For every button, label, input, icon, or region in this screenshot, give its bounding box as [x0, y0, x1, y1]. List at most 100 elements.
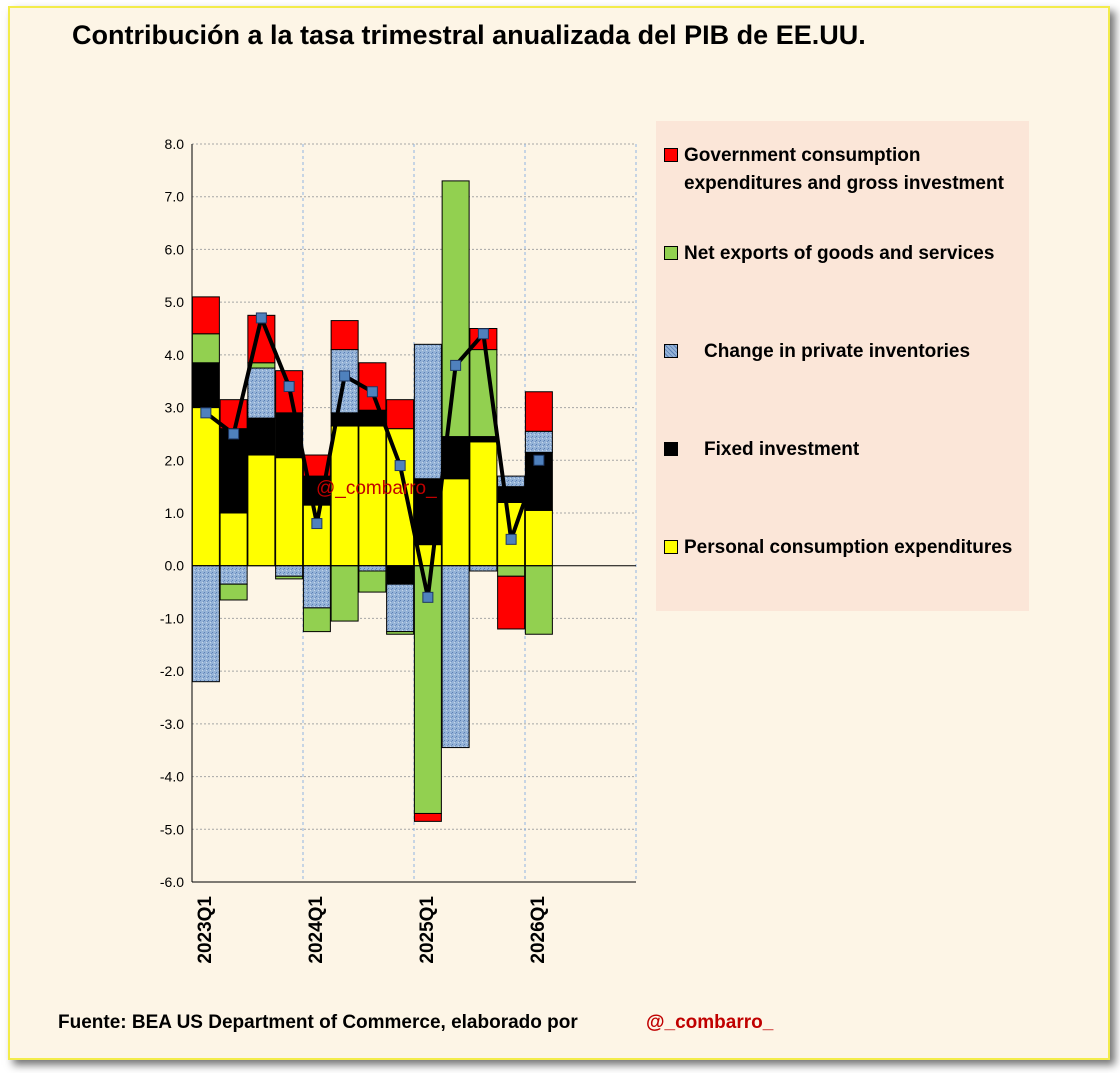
bar-segment-net-exports: [358, 570, 387, 593]
legend-item-fixed-investment: Fixed investment: [664, 436, 859, 464]
bar-segment-inventories: [524, 430, 553, 453]
bar-segment-net-exports: [302, 607, 331, 633]
bar-segment-fixed-investment: [469, 436, 498, 443]
bar-segment-inventories: [413, 343, 442, 480]
bar-segment-fixed-investment: [247, 417, 276, 456]
y-tick-label: -1.0: [160, 610, 184, 626]
y-tick-label: -5.0: [160, 821, 184, 837]
bar-segment-inventories: [386, 583, 415, 633]
x-tick-label: 2023Q1: [195, 896, 216, 964]
bar-segment-fixed-investment: [219, 428, 248, 514]
y-tick-label: 6.0: [165, 241, 185, 257]
legend-label-personal-consumption: Personal consumption expenditures: [684, 537, 1013, 558]
axis-layer: 8.0 7.0 6.0 5.0 4.0 3.0 2.0 1.0 0.0 -1.0 -2.0 -3.0 -…: [160, 136, 636, 964]
y-tick-label: -2.0: [160, 663, 184, 679]
bar-segment-net-exports: [191, 333, 220, 364]
chart-title: Contribución a la tasa trimestral anuali…: [72, 20, 866, 50]
bar-segment-government: [524, 391, 553, 432]
bar-segment-inventories: [191, 565, 220, 683]
legend-swatch-net-exports: [664, 246, 678, 260]
x-tick-label: 2026Q1: [528, 896, 549, 964]
legend-label-fixed-investment: Fixed investment: [704, 439, 860, 460]
legend-item-personal-consumption: Personal consumption expenditures: [664, 534, 1012, 562]
x-tick-label: 2024Q1: [306, 896, 327, 964]
bar-segment-inventories: [275, 565, 304, 577]
bar-segment-inventories: [302, 565, 331, 609]
gdp-marker: [255, 312, 267, 324]
y-tick-label: 8.0: [165, 136, 185, 152]
y-tick-label: -3.0: [160, 716, 184, 732]
legend-item-government: Government consumption expenditures and …: [664, 142, 1004, 198]
bar-segment-personal-consumption: [191, 407, 220, 567]
y-tick-label: 7.0: [165, 189, 185, 205]
gdp-marker: [339, 370, 351, 382]
legend-swatch-inventories: [664, 344, 678, 358]
bar-segment-personal-consumption: [330, 425, 359, 567]
legend-swatch-personal-consumption: [664, 540, 678, 554]
gdp-marker: [366, 386, 378, 398]
bar-segment-net-exports: [386, 631, 415, 635]
y-tick-label: 4.0: [165, 347, 185, 363]
bar-segment-personal-consumption: [441, 478, 470, 567]
bar-segment-fixed-investment: [497, 486, 526, 503]
bar-segment-fixed-investment: [191, 362, 220, 409]
gdp-marker: [394, 460, 406, 472]
y-tick-label: -6.0: [160, 874, 184, 890]
gdp-marker: [533, 454, 545, 466]
bar-segment-government: [191, 296, 220, 335]
bar-segment-net-exports: [330, 565, 359, 622]
bar-layer: [191, 180, 553, 822]
legend-label-government-line1: Government consumption: [684, 145, 921, 166]
y-tick-label: 5.0: [165, 294, 185, 310]
legend-item-net-exports: Net exports of goods and services: [664, 240, 994, 268]
bar-segment-inventories: [219, 565, 248, 585]
gdp-marker: [477, 328, 489, 340]
source-note: Fuente: BEA US Department of Commerce, e…: [58, 1012, 578, 1033]
gdp-marker: [450, 359, 462, 371]
bar-segment-personal-consumption: [358, 425, 387, 567]
y-tick-label: 2.0: [165, 452, 185, 468]
legend-item-inventories: Change in private inventories: [664, 338, 970, 366]
bar-segment-inventories: [497, 475, 526, 488]
y-tick-label: 3.0: [165, 400, 185, 416]
legend-label-inventories: Change in private inventories: [704, 341, 971, 362]
bar-segment-personal-consumption: [469, 441, 498, 567]
source-handle: @_combarro_: [646, 1012, 774, 1033]
y-tick-label: -4.0: [160, 769, 184, 785]
bar-segment-inventories: [247, 367, 276, 419]
legend-swatch-fixed-investment: [664, 442, 678, 456]
gdp-marker: [422, 591, 434, 603]
y-tick-label: 1.0: [165, 505, 185, 521]
gdp-marker: [311, 518, 323, 530]
bar-segment-net-exports: [524, 565, 553, 635]
bar-segment-government: [413, 812, 442, 822]
bar-segment-government: [497, 575, 526, 630]
bar-segment-inventories: [469, 565, 498, 572]
bar-segment-personal-consumption: [247, 454, 276, 567]
legend-swatch-government: [664, 148, 678, 162]
gdp-marker: [505, 533, 517, 545]
bar-segment-personal-consumption: [219, 512, 248, 567]
legend-label-government: Government consumption expenditures and …: [684, 142, 1004, 198]
legend-label-net-exports: Net exports of goods and services: [684, 243, 995, 264]
bar-segment-government: [386, 399, 415, 430]
x-tick-label: 2025Q1: [417, 896, 438, 964]
gdp-line-layer: [200, 312, 545, 603]
legend-label-government-line2: expenditures and gross investment: [684, 173, 1004, 194]
gdp-marker: [283, 380, 295, 392]
watermark-handle: @_combarro_: [316, 478, 437, 499]
bar-segment-personal-consumption: [524, 509, 553, 567]
bar-segment-net-exports: [497, 565, 526, 577]
bar-segment-net-exports: [441, 180, 470, 438]
y-tick-label: 0.0: [165, 558, 185, 574]
gdp-marker: [228, 428, 240, 440]
bar-segment-net-exports: [219, 583, 248, 601]
bar-segment-government: [330, 320, 359, 351]
bar-segment-inventories: [441, 565, 470, 749]
bar-segment-fixed-investment: [386, 565, 415, 585]
bar-segment-net-exports: [275, 575, 304, 580]
bar-segment-personal-consumption: [275, 457, 304, 567]
legend: Government consumption expenditures and …: [656, 121, 1029, 611]
gdp-marker: [200, 407, 212, 419]
